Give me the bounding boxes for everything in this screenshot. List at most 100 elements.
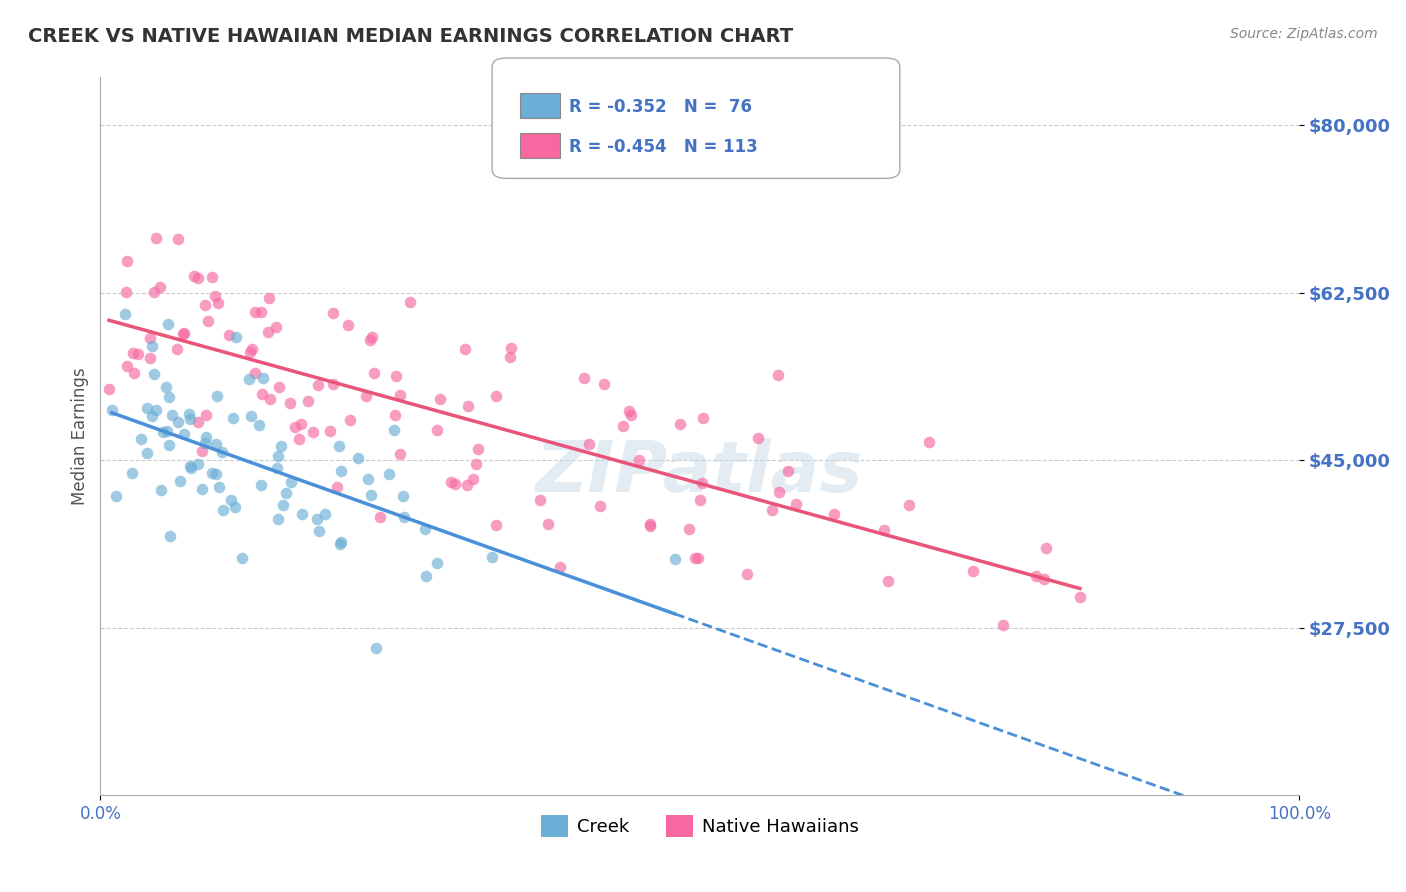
- Point: [291, 508, 314, 522]
- Point: [247, 418, 270, 433]
- Point: [127, 347, 149, 361]
- Point: [183, 268, 205, 283]
- Point: [389, 387, 412, 401]
- Point: [329, 535, 352, 549]
- Point: [456, 477, 478, 491]
- Point: [592, 376, 614, 391]
- Point: [114, 285, 136, 299]
- Point: [308, 524, 330, 539]
- Point: [1032, 572, 1054, 586]
- Point: [337, 318, 360, 333]
- Point: [761, 502, 783, 516]
- Point: [243, 366, 266, 380]
- Point: [179, 458, 201, 473]
- Point: [322, 376, 344, 391]
- Point: [322, 305, 344, 319]
- Point: [101, 403, 124, 417]
- Point: [747, 431, 769, 445]
- Point: [354, 389, 377, 403]
- Point: [191, 482, 214, 496]
- Text: ZIPatlas: ZIPatlas: [536, 438, 863, 507]
- Point: [167, 415, 190, 429]
- Point: [617, 403, 640, 417]
- Point: [250, 305, 273, 319]
- Point: [257, 325, 280, 339]
- Point: [135, 401, 157, 416]
- Point: [589, 500, 612, 514]
- Point: [194, 436, 217, 450]
- Point: [145, 403, 167, 417]
- Point: [388, 447, 411, 461]
- Point: [391, 489, 413, 503]
- Point: [240, 342, 263, 356]
- Point: [426, 556, 449, 570]
- Point: [664, 552, 686, 566]
- Point: [280, 475, 302, 489]
- Point: [357, 472, 380, 486]
- Point: [364, 641, 387, 656]
- Point: [1069, 590, 1091, 604]
- Point: [686, 551, 709, 566]
- Point: [191, 443, 214, 458]
- Point: [115, 254, 138, 268]
- Point: [155, 380, 177, 394]
- Point: [690, 476, 713, 491]
- Point: [339, 413, 361, 427]
- Point: [105, 489, 128, 503]
- Point: [467, 442, 489, 457]
- Point: [131, 432, 153, 446]
- Point: [307, 512, 329, 526]
- Point: [918, 435, 941, 450]
- Point: [135, 446, 157, 460]
- Point: [114, 307, 136, 321]
- Point: [290, 417, 312, 431]
- Point: [243, 305, 266, 319]
- Point: [429, 392, 451, 406]
- Point: [239, 409, 262, 424]
- Point: [873, 523, 896, 537]
- Point: [149, 279, 172, 293]
- Point: [464, 458, 486, 472]
- Point: [179, 412, 201, 426]
- Point: [399, 295, 422, 310]
- Point: [250, 478, 273, 492]
- Point: [121, 346, 143, 360]
- Point: [173, 326, 195, 340]
- Point: [499, 350, 522, 364]
- Point: [463, 472, 485, 486]
- Point: [204, 467, 226, 482]
- Point: [627, 453, 650, 467]
- Point: [143, 368, 166, 382]
- Point: [145, 231, 167, 245]
- Point: [683, 550, 706, 565]
- Point: [346, 450, 368, 465]
- Point: [122, 367, 145, 381]
- Point: [173, 427, 195, 442]
- Point: [166, 342, 188, 356]
- Point: [768, 485, 790, 500]
- Point: [877, 574, 900, 588]
- Point: [378, 467, 401, 482]
- Point: [638, 517, 661, 532]
- Point: [98, 382, 121, 396]
- Point: [415, 523, 437, 537]
- Point: [485, 389, 508, 403]
- Point: [270, 439, 292, 453]
- Point: [785, 497, 807, 511]
- Point: [207, 296, 229, 310]
- Point: [152, 425, 174, 439]
- Point: [224, 500, 246, 514]
- Point: [141, 409, 163, 424]
- Point: [574, 370, 596, 384]
- Point: [457, 399, 479, 413]
- Point: [444, 476, 467, 491]
- Point: [221, 410, 243, 425]
- Point: [328, 439, 350, 453]
- Point: [208, 480, 231, 494]
- Point: [211, 445, 233, 459]
- Point: [238, 372, 260, 386]
- Point: [1025, 569, 1047, 583]
- Point: [149, 483, 172, 497]
- Point: [177, 407, 200, 421]
- Text: Source: ZipAtlas.com: Source: ZipAtlas.com: [1230, 27, 1378, 41]
